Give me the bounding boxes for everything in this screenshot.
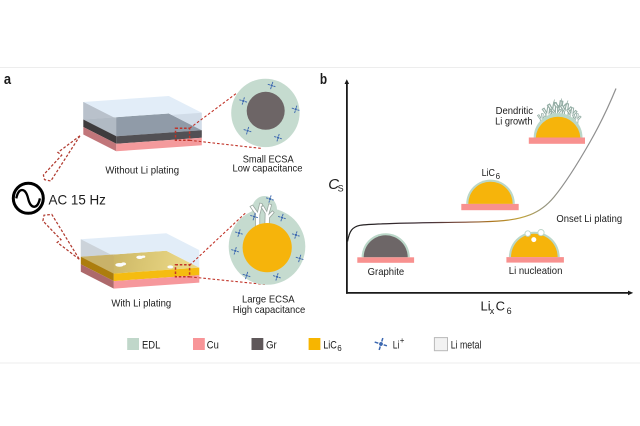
svg-text:LiC: LiC [323, 340, 337, 352]
svg-text:Cu: Cu [207, 340, 219, 352]
svg-text:Low capacitance: Low capacitance [233, 163, 303, 175]
svg-text:6: 6 [507, 306, 512, 316]
svg-text:Small ECSA: Small ECSA [243, 154, 294, 166]
svg-text:x: x [490, 306, 495, 316]
svg-text:b: b [320, 72, 327, 88]
svg-text:Graphite: Graphite [368, 266, 405, 278]
svg-text:With Li plating: With Li plating [111, 297, 171, 309]
svg-text:S: S [338, 184, 344, 194]
svg-text:Gr: Gr [266, 340, 277, 352]
svg-text:Li growth: Li growth [495, 116, 533, 128]
svg-text:Without Li plating: Without Li plating [105, 164, 179, 176]
svg-text:Large ECSA: Large ECSA [242, 294, 295, 306]
svg-text:6: 6 [496, 172, 501, 181]
svg-text:Li metal: Li metal [451, 340, 482, 352]
svg-text:a: a [4, 72, 12, 88]
svg-text:+: + [400, 336, 405, 345]
svg-text:AC 15 Hz: AC 15 Hz [49, 192, 106, 208]
svg-text:Li: Li [481, 299, 491, 314]
svg-text:Li nucleation: Li nucleation [509, 265, 563, 277]
svg-text:C: C [328, 176, 339, 193]
svg-text:EDL: EDL [142, 340, 160, 352]
svg-text:Dendritic: Dendritic [496, 105, 533, 117]
svg-text:C: C [496, 299, 505, 314]
svg-text:6: 6 [337, 344, 342, 353]
svg-text:High capacitance: High capacitance [233, 304, 306, 316]
svg-text:LiC: LiC [482, 167, 496, 179]
svg-text:Li: Li [393, 340, 400, 352]
svg-text:Onset Li plating: Onset Li plating [556, 213, 622, 225]
